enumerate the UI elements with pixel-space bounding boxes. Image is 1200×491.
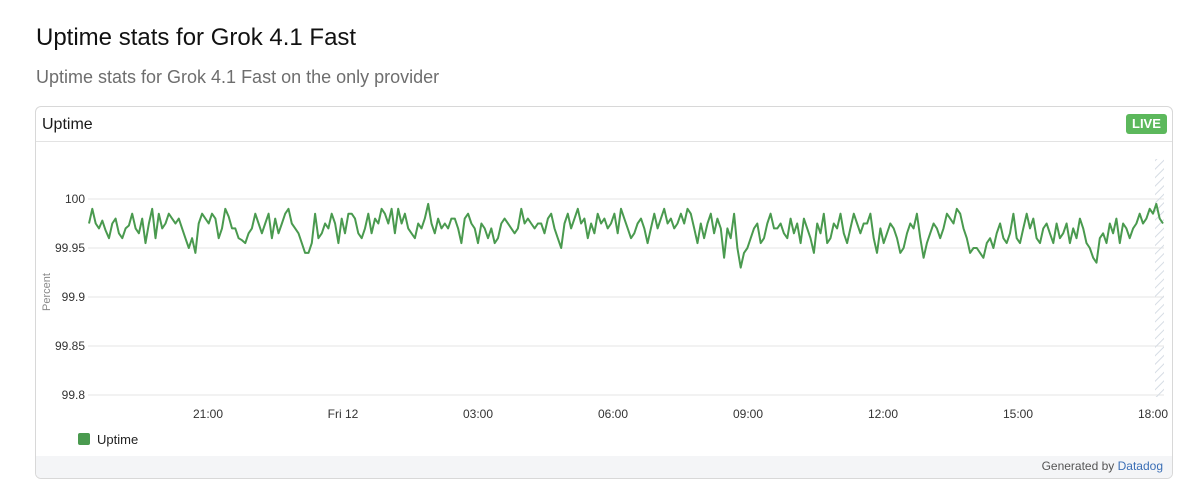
y-tick-label: 99.9 [62,290,86,304]
footer-prefix: Generated by [1041,459,1115,473]
widget-header: Uptime LIVE [36,107,1172,142]
x-tick-label: 15:00 [1003,407,1033,421]
y-tick-label: 99.85 [55,339,85,353]
x-tick-label: 12:00 [868,407,898,421]
widget-footer: Generated by Datadog [36,456,1172,478]
x-tick-label: 09:00 [733,407,763,421]
live-badge: LIVE [1126,114,1167,134]
x-tick-label: 03:00 [463,407,493,421]
y-axis-label: Percent [41,273,53,311]
uptime-chart: 99.8 99.85 99.9 99.95 100 21:00 Fri 12 03:00 06… [41,159,1168,447]
widget-title: Uptime [42,116,93,133]
x-tick-label: 18:00 [1138,407,1168,421]
legend-swatch [78,433,90,445]
page-title: Uptime stats for Grok 4.1 Fast [36,24,357,51]
y-tick-label: 99.8 [62,388,86,402]
y-tick-label: 99.95 [55,241,85,255]
footer-credit: Generated by Datadog [1042,459,1163,473]
uptime-series-line [88,202,1164,269]
legend[interactable]: Uptime [78,432,138,447]
legend-label: Uptime [97,432,138,447]
live-region-hatch [1155,159,1164,397]
page-subtitle: Uptime stats for Grok 4.1 Fast on the on… [36,67,440,87]
x-tick-label: 21:00 [193,407,223,421]
x-tick-label: 06:00 [598,407,628,421]
uptime-widget: Uptime LIVE 99.8 99.85 99.9 99.95 100 21:00 F… [35,106,1173,479]
y-tick-label: 100 [65,192,85,206]
x-tick-label: Fri 12 [328,407,359,421]
datadog-link[interactable]: Datadog [1117,459,1163,473]
